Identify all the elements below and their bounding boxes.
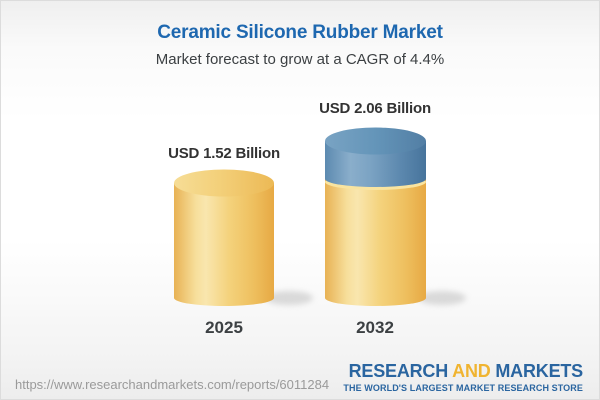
bar-2025-body	[174, 183, 274, 298]
bar-2032-top-ellipse	[325, 127, 426, 155]
value-label-2025: USD 1.52 Billion	[168, 145, 280, 162]
bar-2025-cylinder	[174, 169, 274, 306]
category-label-2032: 2032	[356, 318, 394, 337]
bar-2032-shadow	[418, 291, 466, 305]
report-url: https://www.researchandmarkets.com/repor…	[15, 377, 330, 392]
bar-2025-shadow	[265, 291, 313, 305]
bar-2025-top-ellipse	[174, 169, 274, 197]
bar-2032-bottom-arc	[325, 290, 426, 306]
bar-2025-bottom-arc	[174, 290, 274, 306]
chart-title: Ceramic Silicone Rubber Market	[157, 22, 443, 43]
logo-tagline: THE WORLD'S LARGEST MARKET RESEARCH STOR…	[343, 383, 583, 393]
bar-shadows	[265, 291, 466, 305]
research-and-markets-logo: RESEARCH AND MARKETS THE WORLD'S LARGEST…	[343, 362, 583, 393]
logo-word-research: RESEARCH	[348, 361, 449, 381]
bar-2032-base-segment	[325, 179, 426, 298]
logo-word-and: AND	[452, 361, 491, 381]
category-label-2025: 2025	[205, 318, 243, 337]
logo-wordmark: RESEARCH AND MARKETS	[343, 361, 584, 381]
value-label-2032: USD 2.06 Billion	[319, 100, 431, 117]
chart-subtitle: Market forecast to grow at a CAGR of 4.4…	[155, 51, 445, 68]
logo-word-markets: MARKETS	[495, 361, 583, 381]
bar-2032-cylinder	[325, 127, 426, 306]
